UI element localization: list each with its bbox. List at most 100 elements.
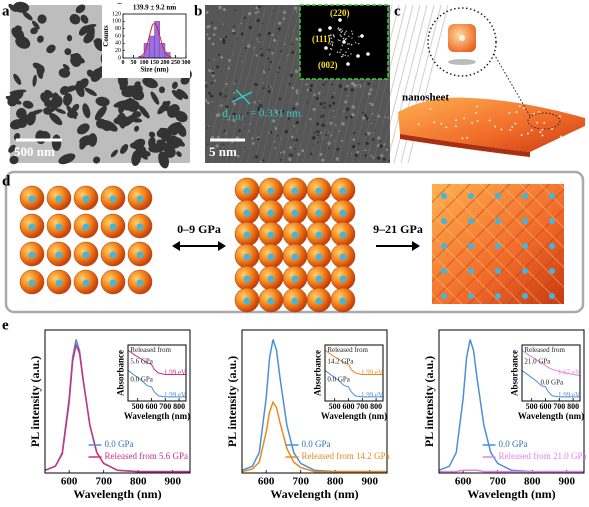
fft-speckle: [337, 27, 339, 30]
noise: [294, 69, 299, 74]
x-tick-label: 600: [145, 402, 157, 411]
noise: [344, 87, 347, 91]
cube-core: [459, 35, 465, 41]
sheet-dot: [466, 136, 469, 139]
legend-label: Released from 14.2 GPa: [302, 451, 390, 461]
grain: [69, 13, 81, 25]
noise: [291, 126, 293, 128]
noise: [292, 29, 295, 31]
grain: [59, 85, 70, 95]
nanocrystal-core: [136, 279, 144, 287]
grain: [62, 64, 70, 71]
x-tick-label: 800: [370, 402, 382, 411]
fft-speckle: [330, 37, 333, 39]
noise: [311, 136, 316, 140]
grain: [142, 77, 158, 89]
noise: [351, 105, 355, 109]
noise: [278, 111, 280, 113]
noise: [235, 37, 238, 40]
nanocrystal-core: [28, 223, 36, 231]
noise: [272, 119, 276, 123]
noise: [248, 130, 251, 132]
nanocrystal-core: [267, 297, 275, 305]
sheet-dot: [455, 119, 458, 122]
annotation: 1.99 eV: [164, 369, 186, 377]
noise: [309, 117, 312, 121]
noise: [252, 142, 255, 145]
d-marker: [231, 91, 253, 103]
noise: [306, 88, 310, 92]
noise: [258, 41, 260, 43]
noise: [332, 110, 335, 112]
noise: [255, 83, 259, 86]
noise: [364, 132, 368, 136]
noise: [333, 140, 336, 142]
nanocrystal-core: [55, 279, 63, 287]
sheet-dot: [500, 128, 503, 131]
fft-speckle: [347, 55, 349, 57]
sheet-dot: [543, 121, 546, 124]
sheet-dot: [520, 133, 523, 136]
nanocrystal-core: [339, 187, 347, 195]
fft-label: (111): [312, 34, 331, 44]
legend-label: Released from 5.6 GPa: [105, 451, 188, 461]
noise: [254, 11, 258, 15]
grain: [90, 68, 103, 82]
y-tick-label: 40: [115, 41, 121, 47]
grain: [176, 151, 182, 157]
sheet-dot: [553, 108, 556, 111]
annotation: 14.2 GPa: [327, 357, 354, 365]
fft-speckle: [330, 41, 333, 43]
noise: [369, 132, 372, 135]
grain: [121, 85, 138, 98]
d-value: = 0.331 nm: [250, 108, 301, 120]
fft-speckle: [339, 29, 341, 32]
noise: [327, 141, 331, 146]
noise: [324, 125, 327, 128]
sheet-dot: [494, 125, 497, 128]
fft-spot: [356, 54, 360, 58]
lattice-fringe: [246, 4, 288, 164]
noise: [261, 22, 264, 25]
legend-label: 0.0 GPa: [105, 439, 134, 449]
x-tick-label: 500: [132, 402, 144, 411]
noise: [257, 33, 261, 37]
noise: [313, 93, 316, 97]
noise: [322, 137, 324, 139]
y-axis-label: Absorbance: [510, 350, 520, 396]
lattice-fringe: [358, 4, 400, 164]
fft-speckle: [345, 30, 347, 32]
labels: a b c d e nanosheet 0–9 GPa 9–21 GPa: [2, 3, 449, 333]
fused-core: [441, 268, 447, 274]
x-tick-label: 700: [159, 402, 171, 411]
noise: [208, 125, 210, 127]
noise: [280, 137, 282, 140]
noise: [333, 115, 335, 118]
noise: [271, 89, 273, 91]
noise: [279, 151, 282, 154]
grain: [158, 86, 166, 94]
noise: [371, 137, 375, 141]
noise: [255, 54, 258, 57]
noise: [225, 104, 229, 109]
annotation: Released from: [327, 346, 368, 354]
noise: [225, 83, 228, 86]
annotation: 1.99 eV: [361, 391, 383, 399]
nanocrystal-core: [267, 187, 275, 195]
noise: [289, 73, 294, 78]
noise: [268, 132, 270, 134]
fft-speckle: [344, 54, 346, 56]
x-tick-label: 800: [130, 475, 147, 487]
noise: [277, 27, 282, 31]
grain: [22, 100, 34, 109]
noise: [350, 88, 354, 92]
noise: [382, 157, 386, 161]
x-tick-label: 900: [361, 475, 378, 487]
grain: [13, 73, 22, 85]
noise: [370, 122, 373, 125]
nanocrystal-core: [315, 275, 323, 283]
nanocrystal-core: [82, 279, 90, 287]
noise: [312, 107, 316, 111]
annotation: 0.0 GPa: [541, 379, 564, 387]
annotation: 0.0 GPa: [130, 375, 153, 383]
